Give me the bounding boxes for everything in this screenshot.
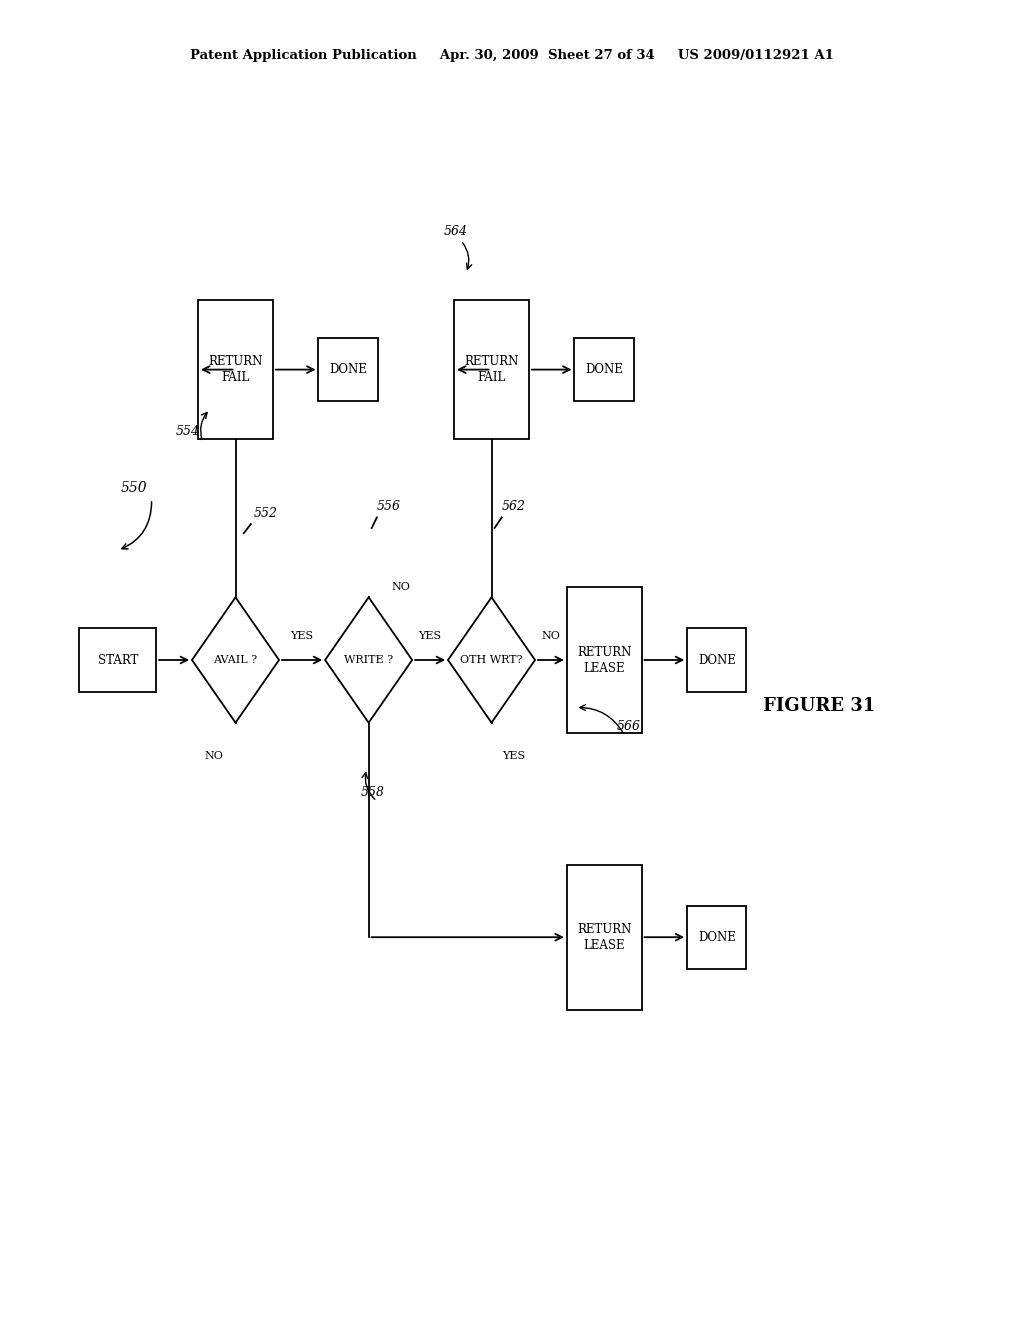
Text: 552: 552 [254,507,278,520]
FancyBboxPatch shape [687,906,746,969]
Text: NO: NO [542,631,560,642]
FancyBboxPatch shape [567,587,641,733]
FancyBboxPatch shape [687,628,746,692]
Text: 556: 556 [377,500,400,513]
FancyBboxPatch shape [199,301,272,438]
Text: RETURN
LEASE: RETURN LEASE [577,645,632,675]
Text: FIGURE 31: FIGURE 31 [763,697,876,715]
Text: 562: 562 [502,500,525,513]
Text: YES: YES [502,751,525,760]
FancyBboxPatch shape [574,338,634,401]
Text: NO: NO [391,582,410,591]
Text: 550: 550 [121,480,147,495]
Text: DONE: DONE [698,653,735,667]
Polygon shape [449,597,535,722]
Polygon shape [193,597,279,722]
FancyBboxPatch shape [455,301,528,438]
Text: 558: 558 [360,785,384,799]
Polygon shape [326,597,412,722]
Text: START: START [97,653,138,667]
Text: DONE: DONE [586,363,623,376]
Text: 566: 566 [616,719,640,733]
Text: YES: YES [291,631,313,642]
Text: NO: NO [205,751,223,760]
Text: 554: 554 [176,425,200,438]
Text: 564: 564 [443,224,467,238]
FancyBboxPatch shape [567,865,641,1010]
Text: AVAIL ?: AVAIL ? [213,655,258,665]
FancyBboxPatch shape [80,628,157,692]
Text: RETURN
FAIL: RETURN FAIL [464,355,519,384]
Text: WRITE ?: WRITE ? [344,655,393,665]
Text: OTH WRT?: OTH WRT? [460,655,523,665]
Text: YES: YES [419,631,441,642]
FancyBboxPatch shape [318,338,378,401]
Text: RETURN
FAIL: RETURN FAIL [208,355,263,384]
Text: Patent Application Publication     Apr. 30, 2009  Sheet 27 of 34     US 2009/011: Patent Application Publication Apr. 30, … [190,49,834,62]
Text: RETURN
LEASE: RETURN LEASE [577,923,632,952]
Text: DONE: DONE [698,931,735,944]
Text: DONE: DONE [330,363,367,376]
